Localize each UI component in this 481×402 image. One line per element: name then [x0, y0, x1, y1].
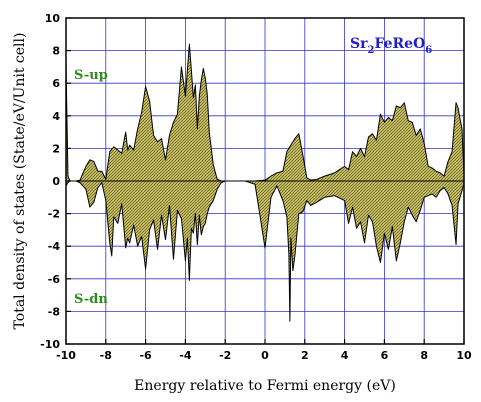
x-tick-label: 8	[420, 349, 428, 362]
x-tick-label: 4	[341, 349, 349, 362]
series-area-s-dn	[65, 180, 465, 322]
y-tick-label: -4	[48, 240, 61, 253]
spin-up-label: S-up	[74, 68, 108, 83]
y-tick-label: 6	[52, 77, 60, 90]
compound-mid: FeReO	[374, 36, 425, 52]
y-tick-label: -2	[48, 208, 60, 221]
y-tick-label: 8	[52, 45, 60, 58]
y-tick-label: -10	[40, 338, 60, 351]
x-tick-label: 10	[456, 349, 472, 362]
y-tick-label: 0	[52, 175, 60, 188]
spin-down-label: S-dn	[74, 292, 108, 307]
x-tick-label: -8	[100, 349, 112, 362]
x-tick-label: -2	[219, 349, 231, 362]
series-layer	[65, 43, 465, 322]
x-tick-label: 2	[301, 349, 309, 362]
y-tick-label: 2	[52, 142, 60, 155]
compound-sub-2: 6	[425, 45, 432, 56]
x-tick-label: -10	[56, 349, 76, 362]
y-tick-label: 4	[52, 110, 60, 123]
compound-label: Sr2FeReO6	[350, 36, 432, 56]
x-axis-title: Energy relative to Fermi energy (eV)	[134, 378, 396, 394]
y-tick-label: 10	[45, 12, 61, 25]
x-tick-label: -6	[139, 349, 152, 362]
y-tick-label: -6	[48, 273, 61, 286]
x-tick-label: -4	[179, 349, 192, 362]
x-tick-label: 6	[381, 349, 389, 362]
ticks: -10 -8 -6 -4 -2 0 2 4 6 8 10 -10 -8 -6 -4 -2 0 2 4 6 8 10	[40, 12, 472, 362]
y-axis-title: Total density of states (State/eV/Unit c…	[12, 33, 28, 330]
x-tick-label: 0	[261, 349, 269, 362]
compound-main: Sr	[350, 36, 368, 52]
compound-sub-1: 2	[368, 45, 375, 56]
y-tick-label: -8	[48, 305, 60, 318]
